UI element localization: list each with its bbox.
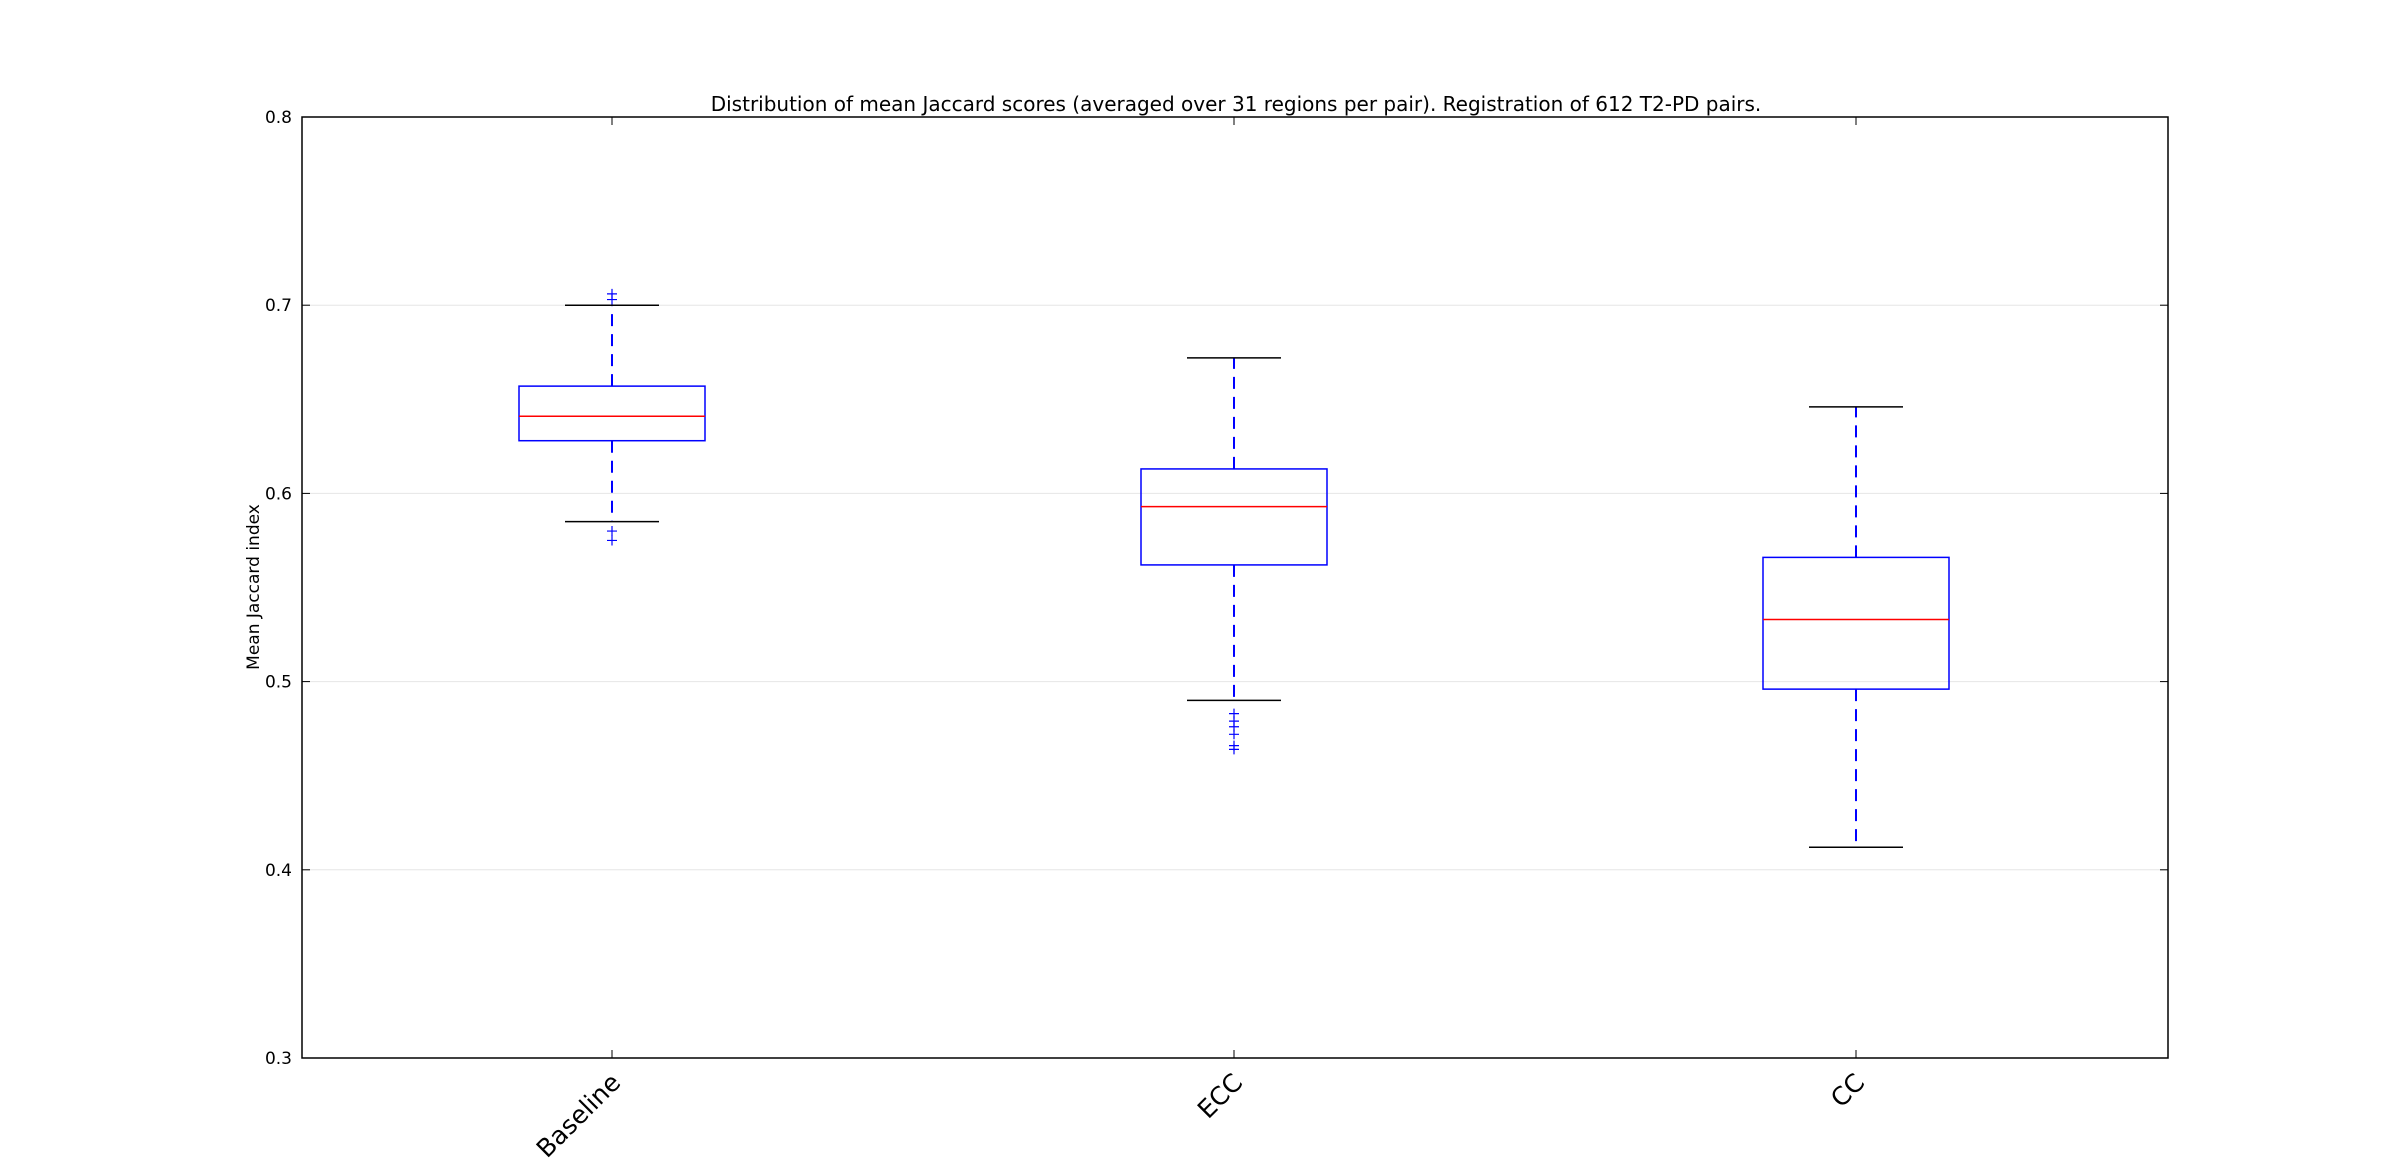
y-tick-label: 0.8 xyxy=(265,108,292,128)
iqr-box xyxy=(1140,468,1328,566)
outlier-point xyxy=(607,288,617,299)
box-group xyxy=(518,288,706,546)
box-group xyxy=(1140,357,1328,755)
y-tick-label: 0.5 xyxy=(265,673,292,693)
outlier-point xyxy=(1229,708,1239,719)
y-axis-label: Mean Jaccard index xyxy=(244,504,264,670)
outlier-point xyxy=(607,535,617,546)
boxes xyxy=(518,288,1950,848)
y-tick-label: 0.4 xyxy=(265,861,292,881)
y-tick-label: 0.3 xyxy=(265,1049,292,1069)
box-group xyxy=(1762,406,1950,848)
outlier-point xyxy=(607,526,617,537)
chart-title: Distribution of mean Jaccard scores (ave… xyxy=(711,92,1762,116)
iqr-box xyxy=(1762,556,1950,690)
y-tick-label: 0.7 xyxy=(265,296,292,316)
iqr-box xyxy=(518,385,706,442)
outlier-point xyxy=(1229,740,1239,751)
y-tick-label: 0.6 xyxy=(265,484,292,504)
plot-frame xyxy=(301,116,2169,1059)
